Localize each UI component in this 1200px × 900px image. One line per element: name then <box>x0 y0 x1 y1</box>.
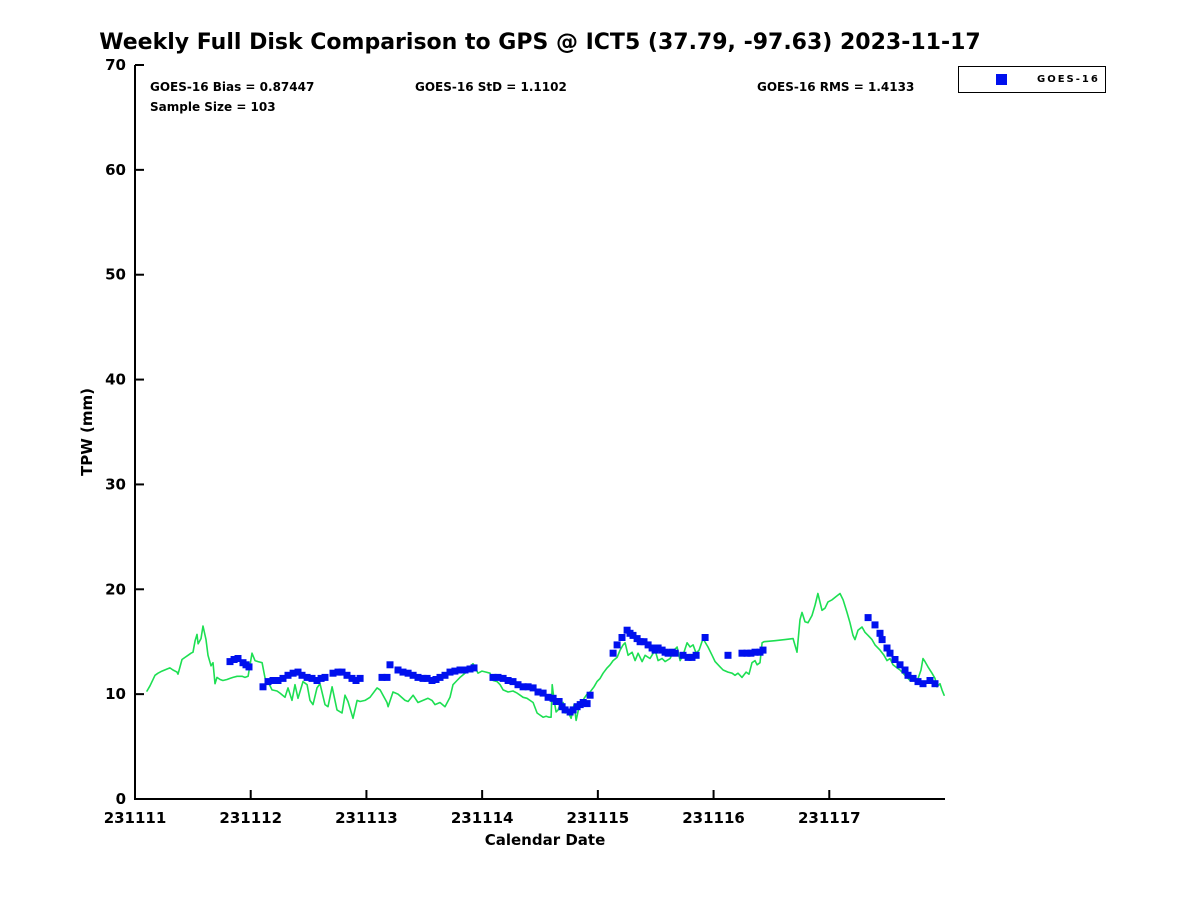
chart-title: Weekly Full Disk Comparison to GPS @ ICT… <box>99 30 981 55</box>
x-tick-label: 231112 <box>219 809 282 827</box>
y-tick-label: 70 <box>105 56 126 74</box>
stat-std: GOES-16 StD = 1.1102 <box>415 80 567 94</box>
y-axis-ticks: 0 10 20 30 40 50 60 70 <box>105 56 144 808</box>
x-tick-label: 231111 <box>104 809 167 827</box>
x-axis-ticks: 231111 231112 231113 231114 231115 231116 2311… <box>104 790 861 827</box>
x-tick-label: 231117 <box>798 809 861 827</box>
y-tick-label: 0 <box>116 790 126 808</box>
stat-rms: GOES-16 RMS = 1.4133 <box>757 80 915 94</box>
legend-label-goes16: GOES-16 <box>1037 74 1100 85</box>
gps-line <box>146 592 945 722</box>
y-tick-label: 10 <box>105 685 126 703</box>
y-tick-label: 30 <box>105 475 126 493</box>
y-tick-label: 50 <box>105 266 126 284</box>
x-tick-label: 231114 <box>451 809 514 827</box>
x-tick-label: 231113 <box>335 809 398 827</box>
x-tick-label: 231115 <box>567 809 630 827</box>
y-tick-label: 60 <box>105 161 126 179</box>
y-tick-label: 20 <box>105 580 126 598</box>
y-axis-label: TPW (mm) <box>78 388 96 476</box>
stat-bias: GOES-16 Bias = 0.87447 <box>150 80 315 94</box>
legend-box: GOES-16 <box>958 66 1106 93</box>
goes16-markers <box>226 614 939 716</box>
x-axis-label: Calendar Date <box>484 831 606 849</box>
legend-marker-square-icon <box>996 74 1007 85</box>
x-tick-label: 231116 <box>682 809 745 827</box>
stat-sample-size: Sample Size = 103 <box>150 100 276 114</box>
y-tick-label: 40 <box>105 371 126 389</box>
